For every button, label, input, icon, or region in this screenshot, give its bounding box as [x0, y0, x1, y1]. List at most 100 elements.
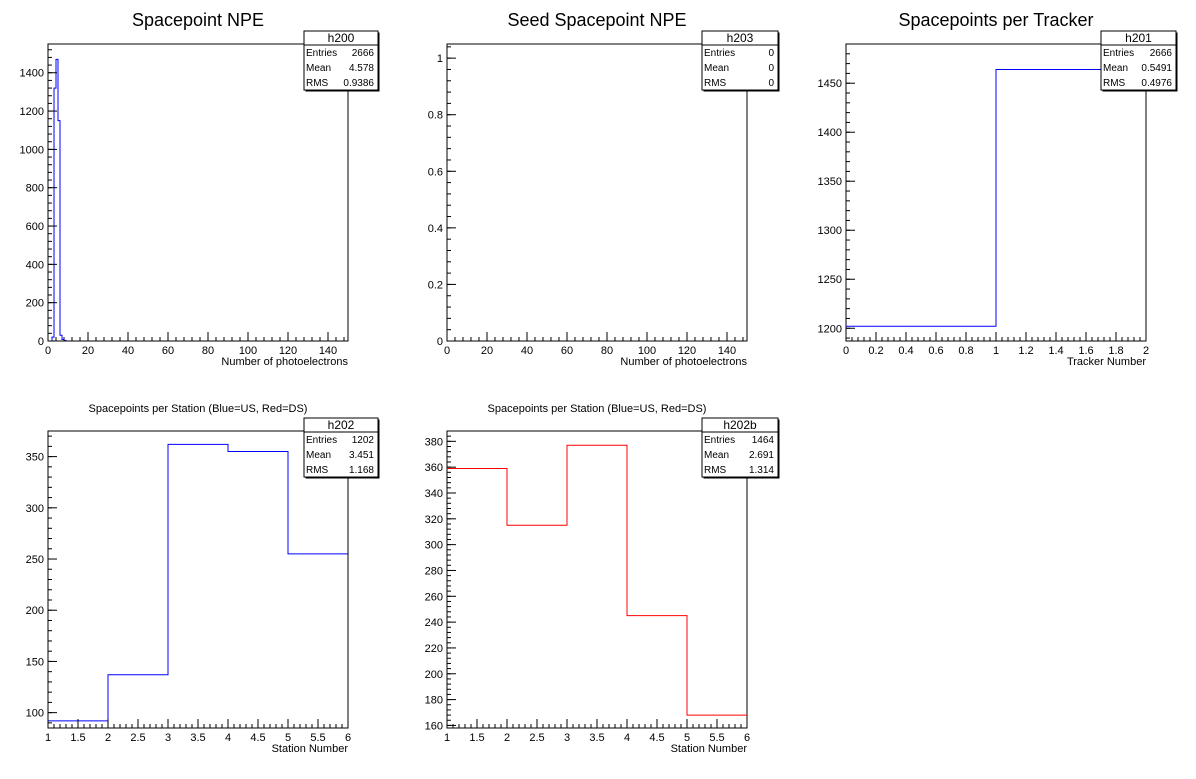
x-tick-label: 0 [444, 345, 450, 357]
histogram-bin [288, 554, 348, 728]
stats-value: 1.314 [749, 465, 774, 476]
stats-label: Mean [704, 450, 729, 461]
x-tick-label: 1.4 [1048, 345, 1063, 357]
histogram-bin [996, 69, 1146, 341]
x-tick-label: 120 [678, 345, 696, 357]
stats-value: 1464 [752, 435, 775, 446]
x-tick-label: 1.8 [1108, 345, 1123, 357]
x-tick-label: 1 [444, 732, 450, 744]
stats-box-frame [303, 417, 379, 478]
stats-box: h202 Entries 1202 Mean 3.451 RMS 1.168 [303, 417, 380, 479]
stats-value: 0 [768, 78, 774, 89]
stats-value: 1.168 [349, 465, 374, 476]
y-tick-label: 180 [425, 695, 443, 707]
y-tick-label: 1400 [818, 127, 842, 139]
y-tick-label: 0.2 [428, 279, 443, 291]
y-tick-label: 400 [26, 259, 44, 271]
y-tick-label: 1000 [20, 144, 44, 156]
x-tick-label: 0 [843, 345, 849, 357]
stats-value: 2.691 [749, 450, 774, 461]
x-tick-label: 1 [993, 345, 999, 357]
y-tick-label: 160 [425, 720, 443, 732]
x-tick-label: 5.5 [310, 732, 325, 744]
x-tick-label: 5 [684, 732, 690, 744]
plot-title: Seed Spacepoint NPE [507, 10, 686, 30]
x-tick-label: 2 [105, 732, 111, 744]
histogram-bin [447, 468, 507, 728]
y-tick-label: 1350 [818, 176, 842, 188]
stats-value: 2666 [352, 48, 375, 59]
x-axis-label: Number of photoelectrons [221, 356, 348, 368]
x-tick-label: 1.5 [70, 732, 85, 744]
plot-frame [47, 43, 349, 342]
x-axis-label: Station Number [272, 743, 349, 755]
histogram-line [447, 444, 747, 716]
y-tick-label: 300 [425, 540, 443, 552]
y-tick-label: 0.6 [428, 166, 443, 178]
x-tick-label: 20 [82, 345, 94, 357]
histogram-bin [627, 616, 687, 728]
y-tick-label: 280 [425, 565, 443, 577]
stats-value: 0.9386 [343, 78, 374, 89]
y-tick-label: 1 [437, 53, 443, 65]
y-tick-label: 240 [425, 617, 443, 629]
plot-title: Spacepoints per Station (Blue=US, Red=DS… [89, 403, 308, 415]
stats-value: 0 [768, 48, 774, 59]
y-tick-label: 1250 [818, 274, 842, 286]
y-tick-label: 1300 [818, 225, 842, 237]
x-tick-label: 60 [162, 345, 174, 357]
histogram-line [846, 68, 1146, 327]
x-tick-label: 2 [1143, 345, 1149, 357]
y-tick-label: 220 [425, 643, 443, 655]
x-axis-label: Number of photoelectrons [620, 356, 747, 368]
stats-value: 0.5491 [1141, 63, 1172, 74]
stats-value: 1202 [352, 435, 375, 446]
y-tick-label: 250 [26, 554, 44, 566]
x-tick-label: 1.6 [1078, 345, 1093, 357]
stats-label: RMS [1103, 78, 1126, 89]
x-tick-label: 140 [319, 345, 337, 357]
stats-value: 2666 [1150, 48, 1173, 59]
stats-label: Entries [704, 48, 735, 59]
stats-value: 3.451 [349, 450, 374, 461]
y-tick-label: 300 [26, 503, 44, 515]
stats-label: Entries [306, 435, 337, 446]
plot-title: Spacepoint NPE [132, 10, 264, 30]
stats-label: Mean [1103, 63, 1128, 74]
x-tick-label: 2.5 [130, 732, 145, 744]
x-tick-label: 4.5 [250, 732, 265, 744]
y-tick-label: 1200 [20, 106, 44, 118]
y-tick-label: 200 [26, 298, 44, 310]
x-tick-label: 1.2 [1018, 345, 1033, 357]
x-tick-label: 140 [718, 345, 736, 357]
stats-label: Mean [306, 63, 331, 74]
stats-box-name: h203 [727, 31, 754, 45]
y-tick-label: 1200 [818, 323, 842, 335]
plot-title: Spacepoints per Station (Blue=US, Red=DS… [488, 403, 707, 415]
x-tick-label: 120 [279, 345, 297, 357]
y-tick-label: 800 [26, 183, 44, 195]
x-tick-label: 20 [481, 345, 493, 357]
stats-value: 0 [768, 63, 774, 74]
x-tick-label: 0.4 [898, 345, 913, 357]
stats-box-name: h202 [328, 418, 355, 432]
y-tick-label: 340 [425, 488, 443, 500]
y-tick-label: 260 [425, 591, 443, 603]
plot-title: Spacepoints per Tracker [898, 10, 1093, 30]
y-tick-label: 0.8 [428, 110, 443, 122]
x-axis-label: Station Number [671, 743, 748, 755]
stats-box: h203 Entries 0 Mean 0 RMS 0 [701, 30, 780, 92]
stats-value: 0.4976 [1141, 78, 1172, 89]
x-tick-label: 3 [564, 732, 570, 744]
x-tick-label: 5.5 [709, 732, 724, 744]
x-tick-label: 3 [165, 732, 171, 744]
stats-box-frame [701, 30, 779, 91]
x-tick-label: 3.5 [190, 732, 205, 744]
stats-box-name: h200 [328, 31, 355, 45]
x-tick-label: 1 [45, 732, 51, 744]
y-tick-label: 1450 [818, 78, 842, 90]
y-tick-label: 320 [425, 514, 443, 526]
x-tick-label: 2.5 [529, 732, 544, 744]
stats-box-frame [1100, 30, 1177, 91]
